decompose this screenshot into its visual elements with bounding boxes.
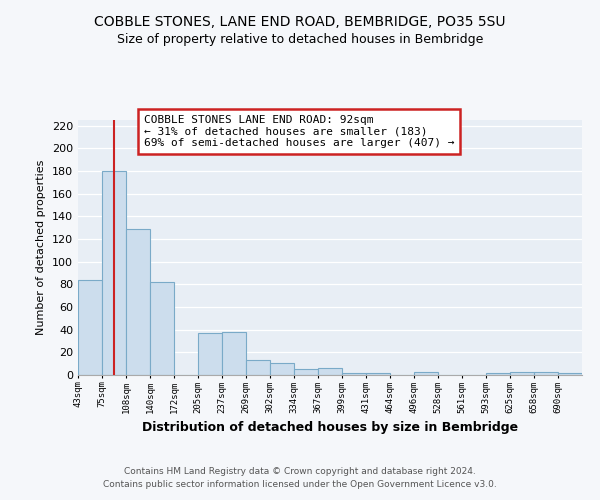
- Bar: [342, 372, 366, 375]
- Text: Size of property relative to detached houses in Bembridge: Size of property relative to detached ho…: [117, 32, 483, 46]
- Text: COBBLE STONES, LANE END ROAD, BEMBRIDGE, PO35 5SU: COBBLE STONES, LANE END ROAD, BEMBRIDGE,…: [94, 15, 506, 29]
- Bar: [366, 372, 390, 375]
- Text: COBBLE STONES LANE END ROAD: 92sqm
← 31% of detached houses are smaller (183)
69: COBBLE STONES LANE END ROAD: 92sqm ← 31%…: [143, 115, 454, 148]
- Bar: [558, 372, 582, 375]
- Bar: [78, 280, 102, 375]
- Bar: [510, 372, 534, 375]
- Bar: [126, 229, 150, 375]
- Bar: [414, 372, 438, 375]
- Y-axis label: Number of detached properties: Number of detached properties: [37, 160, 46, 335]
- Bar: [246, 360, 270, 375]
- X-axis label: Distribution of detached houses by size in Bembridge: Distribution of detached houses by size …: [142, 421, 518, 434]
- Bar: [222, 332, 246, 375]
- Bar: [150, 282, 174, 375]
- Bar: [270, 362, 294, 375]
- Text: Contains HM Land Registry data © Crown copyright and database right 2024.
Contai: Contains HM Land Registry data © Crown c…: [103, 467, 497, 489]
- Bar: [318, 368, 342, 375]
- Bar: [294, 370, 318, 375]
- Bar: [486, 372, 510, 375]
- Bar: [198, 333, 222, 375]
- Bar: [102, 171, 126, 375]
- Bar: [534, 372, 558, 375]
